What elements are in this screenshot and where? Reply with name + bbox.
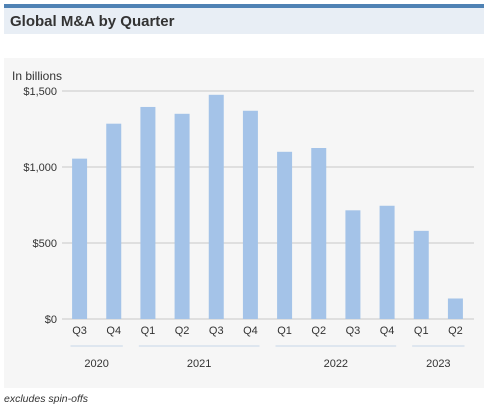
- bar-2: [106, 123, 122, 320]
- y-tick-label: $1,000: [23, 162, 57, 174]
- bar-11: [413, 230, 429, 319]
- y-tick-label: $500: [33, 238, 57, 250]
- bar-10: [379, 205, 395, 319]
- x-tick-label: Q3: [72, 325, 87, 337]
- gridlines: [62, 90, 474, 320]
- chart-header: Global M&A by Quarter: [4, 4, 484, 34]
- bar-9: [345, 210, 361, 319]
- bar-4: [174, 113, 190, 319]
- bar-12: [447, 298, 463, 319]
- bar-5: [208, 94, 224, 319]
- year-group-label: 2022: [324, 358, 348, 370]
- footnote: excludes spin-offs: [4, 393, 89, 405]
- x-tick-label: Q4: [243, 325, 258, 337]
- year-group-label: 2023: [426, 358, 450, 370]
- bar-1: [72, 158, 88, 319]
- x-tick-label: Q4: [380, 325, 395, 337]
- chart-title: Global M&A by Quarter: [10, 13, 175, 30]
- year-group-label: 2020: [84, 358, 108, 370]
- bar-3: [140, 106, 156, 320]
- x-tick-label: Q4: [106, 325, 121, 337]
- y-tick-labels: $0 $500 $1,000 $1,500: [23, 86, 57, 326]
- y-axis-unit-label: In billions: [12, 69, 62, 83]
- y-tick-label: $1,500: [23, 86, 57, 98]
- x-tick-label: Q1: [141, 325, 156, 337]
- x-tick-labels: Q3 Q4 Q1 Q2 Q3 Q4 Q1 Q2 Q3 Q4 Q1 Q2: [72, 325, 463, 337]
- chart-panel: In billions $0 $500 $1,000 $1,500 Q3 Q4 Q1 Q2 Q…: [4, 58, 484, 388]
- bar-7: [277, 151, 293, 319]
- x-tick-label: Q2: [448, 325, 463, 337]
- y-tick-label: $0: [45, 314, 57, 326]
- x-tick-label: Q3: [346, 325, 361, 337]
- x-tick-label: Q1: [414, 325, 429, 337]
- x-tick-label: Q1: [277, 325, 292, 337]
- year-group-label: 2021: [187, 358, 211, 370]
- x-tick-label: Q2: [175, 325, 190, 337]
- bar-chart: In billions $0$500$1,000$1,500 Q3 Q4 Q1 Q2 Q…: [12, 69, 474, 370]
- bar-8: [311, 148, 327, 319]
- bar-6: [242, 110, 258, 319]
- bars: [72, 94, 463, 320]
- year-groups: 2020 2021 2022 2023: [70, 345, 465, 370]
- x-tick-label: Q2: [311, 325, 326, 337]
- x-tick-label: Q3: [209, 325, 224, 337]
